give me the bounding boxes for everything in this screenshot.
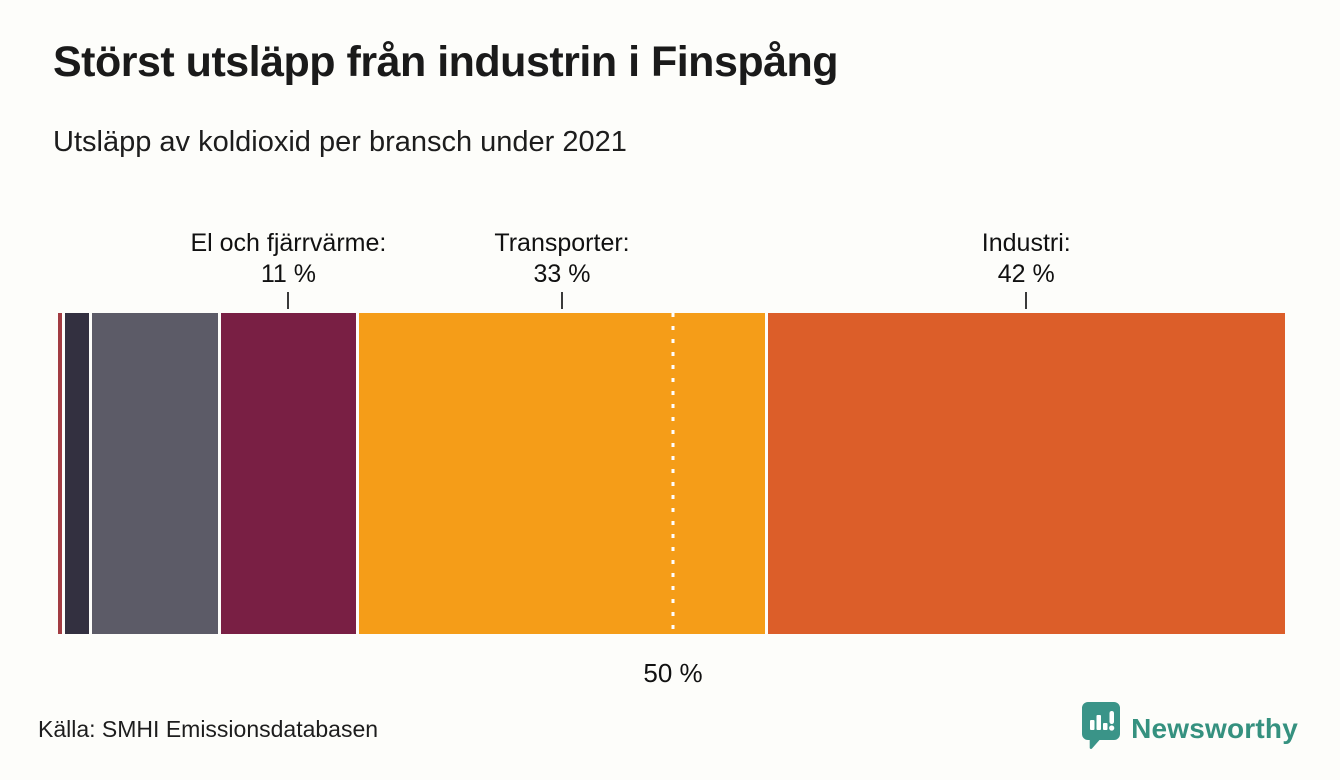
chart-title: Störst utsläpp från industrin i Finspång: [53, 38, 839, 86]
brand-logo: Newsworthy: [1081, 701, 1298, 756]
label-tick-el-och-fjarrvarme: [287, 292, 290, 309]
bar-segment-transporter: [359, 313, 765, 634]
bar-segment-unlabeled-1: [58, 313, 62, 634]
chart-subtitle: Utsläpp av koldioxid per bransch under 2…: [53, 126, 627, 158]
segment-labels: El och fjärrvärme: 11 % Transporter: 33 % In…: [58, 228, 1288, 708]
segment-label-industri: Industri: 42 %: [981, 229, 1071, 288]
stacked-bar: [58, 313, 1288, 634]
segment-label-el-och-fjarrvarme: El och fjärrvärme: 11 %: [190, 229, 387, 288]
label-tick-industri: [1025, 292, 1028, 309]
source-text: Källa: SMHI Emissionsdatabasen: [38, 716, 379, 742]
bar-segment-unlabeled-3: [92, 313, 218, 634]
segment-label-transporter: Transporter: 33 %: [494, 229, 630, 288]
bar-segment-el-och-fjarrvarme: [220, 313, 357, 634]
brand-name: Newsworthy: [1131, 712, 1298, 744]
chart-area: El och fjärrvärme: 11 % Transporter: 33 % In…: [58, 228, 1288, 708]
fifty-percent-line: [671, 313, 675, 634]
label-tick-transporter: [561, 292, 563, 309]
newsworthy-logo-icon: [1081, 701, 1121, 756]
bar-segment-industri: [767, 313, 1285, 634]
fifty-percent-label: 50 %: [643, 658, 703, 688]
bar-segment-unlabeled-2: [64, 313, 90, 634]
